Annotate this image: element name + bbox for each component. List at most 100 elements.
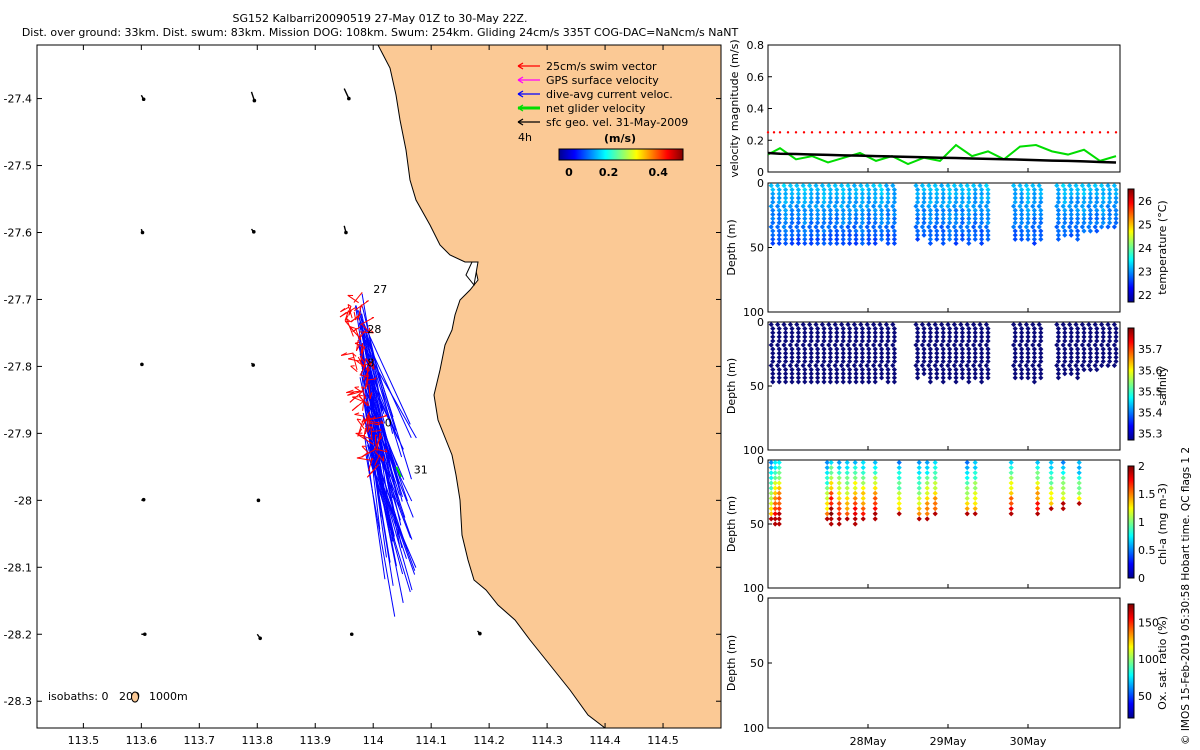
date-tick-label: 30May	[1010, 735, 1047, 748]
temperature-profile-marker	[979, 211, 985, 218]
swim-vector	[355, 339, 359, 351]
salinity-profile-marker	[1081, 334, 1087, 340]
temperature-profile-marker	[1017, 182, 1023, 189]
salinity-profile-marker	[1031, 379, 1037, 385]
chlorophyll-profile-marker	[836, 495, 842, 501]
chlorophyll-profile-marker	[772, 459, 778, 466]
geo-vector-head	[251, 230, 256, 234]
temperature-profile-marker	[985, 199, 991, 205]
chlorophyll-profile-marker	[836, 475, 842, 481]
salinity-profile-marker	[851, 342, 857, 348]
salinity-profile-marker	[1031, 338, 1037, 344]
chlorophyll-profile-marker	[836, 470, 842, 476]
salinity-profile-marker	[858, 321, 864, 328]
temperature-profile-marker	[847, 187, 853, 193]
chlorophyll-profile-marker	[932, 465, 938, 471]
salinity-profile-marker	[940, 354, 946, 360]
salinity-profile-marker	[1113, 350, 1119, 356]
temperature-profile-marker	[859, 191, 865, 197]
chlorophyll-profile-marker	[1035, 511, 1041, 517]
salinity-profile-marker	[927, 375, 933, 381]
salinity-profile-marker	[783, 338, 789, 344]
temperature-profile-marker	[1107, 195, 1113, 201]
salinity-profile-marker	[834, 354, 840, 360]
velocity-threshold-dot	[858, 131, 862, 134]
temperature-profile-marker	[1023, 203, 1029, 209]
salinity-profile-marker	[1036, 342, 1042, 348]
temperature-profile-marker	[940, 220, 946, 226]
salinity-profile-marker	[1025, 367, 1031, 373]
salinity-profile-marker	[795, 338, 801, 344]
chlorophyll-profile-marker	[1048, 500, 1054, 507]
temperature-profile-marker	[885, 199, 891, 205]
swim-vector	[356, 457, 372, 461]
map-x-tick-label: 114.3	[531, 734, 563, 747]
salinity-profile-marker	[1038, 367, 1044, 373]
chlorophyll-profile-marker	[924, 506, 930, 512]
chlorophyll-profile-colorbar-tick-label: 1	[1138, 516, 1145, 529]
salinity-profile-marker	[951, 362, 957, 369]
temperature-profile-axes-frame	[767, 182, 1121, 313]
temperature-profile-marker	[834, 195, 840, 201]
salinity-profile-marker	[1068, 346, 1074, 352]
salinity-profile-marker	[859, 326, 865, 332]
salinity-profile-marker	[972, 375, 978, 381]
chlorophyll-profile-marker	[860, 480, 866, 486]
swim-vector	[356, 418, 365, 430]
temperature-profile-marker	[827, 240, 833, 246]
oxygen-saturation-y-tick-label: 0	[757, 592, 764, 605]
salinity-profile-marker	[979, 358, 985, 365]
temperature-profile-marker	[794, 203, 800, 209]
chlorophyll-profile-marker	[844, 475, 850, 481]
salinity-profile-marker	[815, 346, 821, 352]
temperature-profile-marker	[783, 220, 789, 226]
chlorophyll-profile-marker	[1035, 490, 1041, 496]
salinity-profile-marker	[789, 338, 795, 344]
salinity-profile-marker	[783, 330, 789, 336]
chlorophyll-profile-marker	[872, 470, 878, 476]
chlorophyll-profile-marker	[1008, 500, 1014, 507]
velocity-threshold-dot	[1042, 131, 1046, 134]
temperature-profile-marker	[826, 203, 832, 209]
temperature-profile-marker	[800, 182, 806, 189]
salinity-profile-marker	[1075, 330, 1081, 336]
salinity-profile-marker	[1105, 342, 1111, 348]
temperature-profile-marker	[1100, 211, 1106, 218]
velocity-threshold-dot	[818, 131, 822, 134]
salinity-profile-marker	[947, 367, 953, 373]
salinity-profile-marker	[959, 334, 965, 340]
chlorophyll-profile-marker	[896, 480, 902, 486]
current-vector	[363, 322, 412, 480]
salinity-profile-marker	[866, 334, 872, 340]
swim-vector	[368, 420, 384, 424]
temperature-profile-marker	[789, 236, 795, 242]
salinity-profile-marker	[834, 371, 840, 377]
salinity-profile-marker	[934, 358, 940, 365]
temperature-profile-marker	[883, 182, 889, 189]
temperature-profile-marker	[1081, 187, 1087, 193]
salinity-profile-marker	[847, 350, 853, 356]
temperature-profile-marker	[1075, 236, 1081, 242]
temperature-profile-marker	[1019, 199, 1025, 205]
colorbar-tick-label: 0	[565, 166, 573, 179]
temperature-profile-marker	[979, 236, 985, 242]
salinity-profile-marker	[783, 334, 789, 340]
salinity-profile-marker	[1031, 334, 1037, 340]
salinity-profile-marker	[821, 350, 827, 356]
temperature-profile-marker	[1068, 195, 1074, 201]
chlorophyll-profile-marker	[916, 459, 922, 466]
chlorophyll-profile-marker	[1060, 459, 1066, 466]
swim-vector	[346, 390, 364, 394]
salinity-profile-marker	[1062, 334, 1068, 340]
chlorophyll-profile-marker	[872, 459, 878, 466]
salinity-profile-marker	[795, 346, 801, 352]
temperature-profile-marker	[940, 236, 946, 242]
temperature-profile-marker	[807, 182, 813, 189]
day-label: 8	[367, 356, 374, 369]
velocity-threshold-dot	[786, 131, 790, 134]
salinity-profile-marker	[1012, 334, 1018, 340]
salinity-profile-marker	[891, 326, 897, 332]
temperature-profile-marker	[891, 240, 897, 246]
temperature-profile-marker	[1038, 232, 1044, 238]
salinity-profile-marker	[826, 321, 832, 328]
